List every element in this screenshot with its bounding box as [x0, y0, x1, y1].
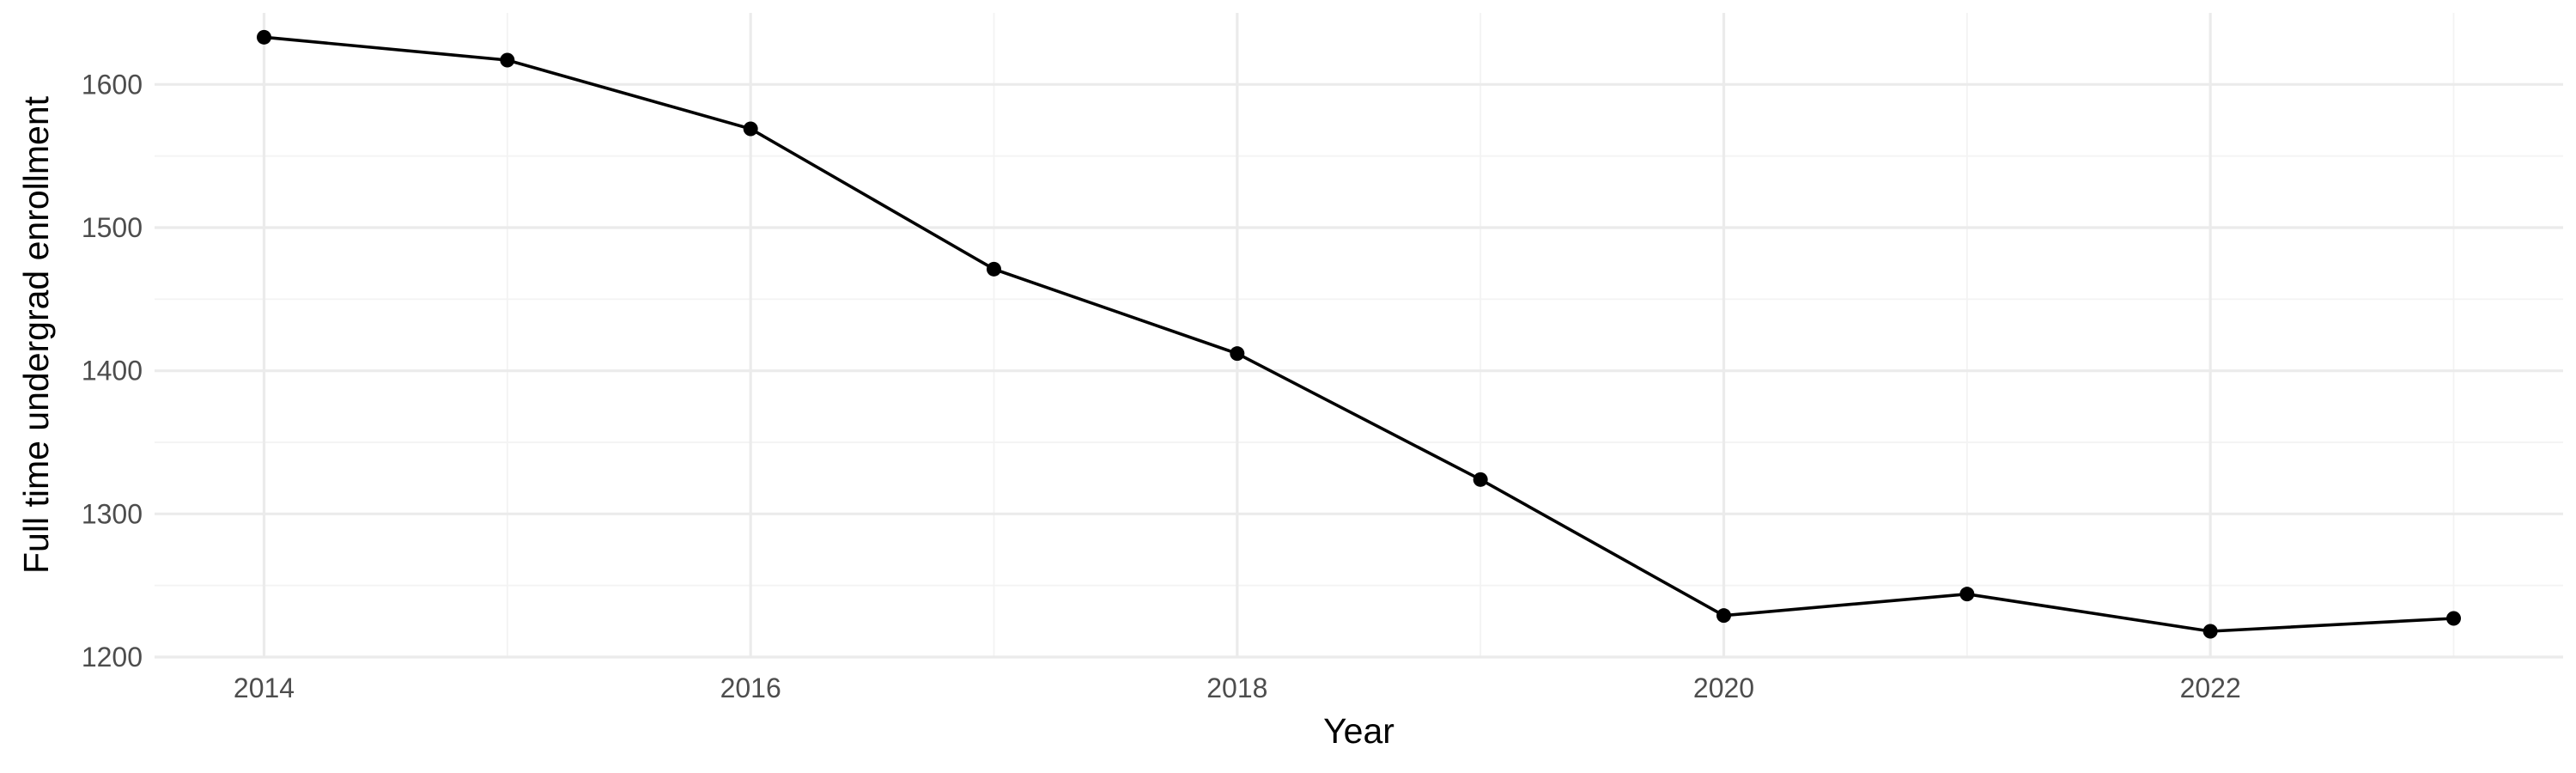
data-point — [2446, 611, 2461, 626]
major-gridlines — [155, 13, 2563, 659]
data-point — [500, 52, 515, 68]
data-point — [1959, 587, 1975, 602]
y-tick-label: 1600 — [82, 69, 143, 100]
y-tick-label: 1400 — [82, 356, 143, 386]
data-point — [257, 29, 271, 45]
x-axis-tick-labels: 2014 2016 2018 2020 2022 — [234, 673, 2241, 703]
x-tick-label: 2020 — [1693, 673, 1754, 703]
y-tick-label: 1300 — [82, 498, 143, 529]
data-point — [743, 121, 758, 137]
y-axis-title: Full time undergrad enrollment — [16, 95, 56, 574]
data-point — [1230, 346, 1245, 362]
x-tick-label: 2014 — [234, 673, 295, 703]
data-point — [1473, 472, 1488, 487]
data-point — [2202, 624, 2218, 639]
x-axis-title: Year — [1323, 711, 1394, 751]
x-tick-label: 2022 — [2180, 673, 2241, 703]
y-axis-tick-labels: 1200 1300 1400 1500 1600 — [82, 69, 143, 673]
data-point — [987, 261, 1001, 277]
minor-gridlines — [155, 13, 2563, 657]
x-tick-label: 2016 — [720, 673, 781, 703]
y-tick-label: 1500 — [82, 212, 143, 243]
y-tick-label: 1200 — [82, 642, 143, 673]
series-line — [264, 35, 2454, 633]
x-tick-label: 2018 — [1206, 673, 1267, 703]
series-layer — [257, 29, 2461, 639]
data-point — [1716, 608, 1731, 624]
